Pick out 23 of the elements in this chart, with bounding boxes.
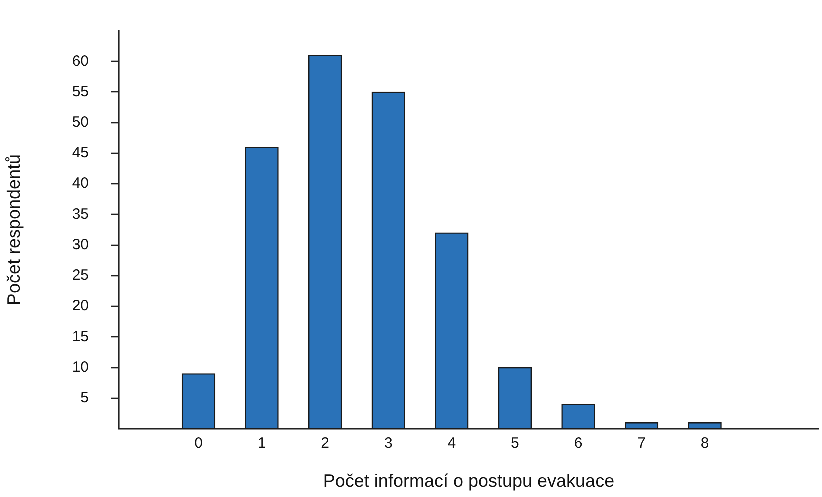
y-axis-title: Počet respondentů [4, 154, 24, 306]
y-tick-label: 20 [72, 298, 89, 315]
x-tick-label: 0 [194, 435, 203, 452]
y-tick-label: 40 [72, 175, 89, 192]
x-tick-label: 2 [321, 435, 330, 452]
x-tick-label: 6 [574, 435, 583, 452]
y-tick-label: 30 [72, 236, 89, 254]
y-tick-label: 55 [72, 83, 89, 100]
y-tick-label: 45 [72, 144, 89, 162]
y-tick-label: 15 [72, 328, 89, 346]
x-tick-label: 1 [258, 435, 266, 452]
y-tick-label: 50 [72, 114, 89, 131]
x-tick-label: 4 [448, 435, 456, 452]
x-tick-label: 5 [511, 435, 520, 452]
y-tick-label: 5 [80, 390, 89, 407]
x-tick-label: 7 [638, 435, 646, 452]
y-tick-label: 60 [72, 52, 89, 70]
y-tick-label: 35 [72, 206, 89, 223]
x-tick-label: 3 [384, 435, 393, 452]
x-tick-label: 8 [700, 435, 710, 452]
y-tick-label: 10 [72, 358, 89, 376]
y-tick-label: 25 [72, 267, 89, 284]
x-axis-title: Počet informací o postupu evakuace [323, 471, 615, 492]
